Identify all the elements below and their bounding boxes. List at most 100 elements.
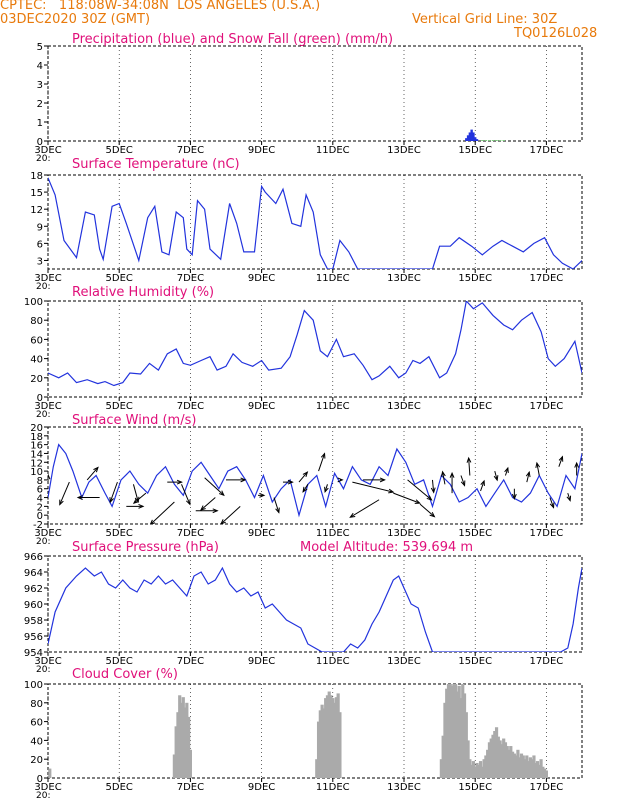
wind-arrow-head <box>220 519 226 524</box>
y-tick-label: 6 <box>37 239 43 250</box>
x-tick-label-cut: 20: <box>36 154 50 164</box>
x-tick-label: 13DEC <box>387 528 421 539</box>
wind-arrow-head <box>287 479 294 485</box>
x-tick-label: 9DEC <box>248 656 275 667</box>
wind-arrow <box>419 503 435 518</box>
x-tick-label: 15DEC <box>458 273 492 284</box>
wind-arrow-head <box>240 477 247 483</box>
x-tick-label: 15DEC <box>458 145 492 156</box>
cloud-bar <box>183 707 187 778</box>
panel-title: Cloud Cover (%) <box>72 667 178 682</box>
model-altitude: Model Altitude: 539.694 m <box>300 540 473 555</box>
x-tick-label: 9DEC <box>248 273 275 284</box>
cloud-bar <box>482 759 486 778</box>
wind-arrow-head <box>414 499 421 504</box>
wind-arrow-head <box>218 490 225 497</box>
x-tick-label: 5DEC <box>106 145 133 156</box>
data-layer <box>48 177 582 269</box>
x-tick-label: 11DEC <box>316 656 350 667</box>
y-tick-label: 0 <box>37 393 43 404</box>
x-tick-label: 17DEC <box>530 273 564 284</box>
cloud-bar <box>452 684 456 778</box>
x-tick-label: 11DEC <box>316 273 350 284</box>
cloud-bar <box>336 693 340 778</box>
cloud-bar <box>502 738 506 778</box>
wind-arrow <box>504 467 509 476</box>
wind-arrow-head <box>185 499 191 506</box>
y-tick-label: 80 <box>30 316 43 327</box>
cloud-bar <box>446 684 451 778</box>
cloud-bar <box>338 712 342 778</box>
cloud-bar <box>457 685 461 778</box>
x-tick-label: 15DEC <box>458 401 492 412</box>
snow-bar <box>484 140 488 141</box>
y-tick-label: 3 <box>37 256 43 267</box>
wind-arrow <box>431 479 435 493</box>
plot-frame <box>47 174 583 270</box>
cloud-bar <box>537 764 541 778</box>
x-tick-label: 5DEC <box>106 401 133 412</box>
wind-arrow-head <box>132 498 139 504</box>
wind-arrow <box>480 480 485 492</box>
cloud-bar <box>439 759 443 778</box>
x-tick-label-cut: 20: <box>36 665 50 675</box>
x-tick-label: 11DEC <box>316 401 350 412</box>
panel-title: Precipitation (blue) and Snow Fall (gree… <box>72 32 393 47</box>
snow-bar <box>481 140 484 141</box>
cloud-bar <box>534 762 538 778</box>
x-tick-label: 7DEC <box>177 273 204 284</box>
y-tick-label: 0 <box>37 774 43 785</box>
cloud-bar <box>332 702 337 778</box>
cloud-bar <box>525 755 529 778</box>
wind-arrow <box>526 471 530 483</box>
data-layer <box>48 566 582 652</box>
wind-arrow-head <box>449 471 455 478</box>
x-tick-label: 15DEC <box>458 782 492 793</box>
wind-arrow-head <box>138 503 145 509</box>
cloud-bar <box>450 685 454 778</box>
x-tick-label: 7DEC <box>177 528 204 539</box>
x-tick-label: 5DEC <box>106 782 133 793</box>
plot-frame <box>47 683 583 779</box>
wind-arrow <box>298 471 308 483</box>
y-tick-label: 10 <box>30 467 43 478</box>
wind-arrow <box>350 499 380 518</box>
cloud-bar <box>475 762 479 778</box>
cloud-bar <box>172 754 176 778</box>
x-tick-label: 5DEC <box>106 273 133 284</box>
cloud-bar <box>518 757 522 778</box>
cloud-bar <box>459 698 463 778</box>
cloud-bar <box>461 684 465 778</box>
wind-arrow-head <box>493 475 499 482</box>
cloud-bar <box>443 702 447 778</box>
wind-arrow-head <box>199 505 206 511</box>
cloud-bar <box>455 691 459 778</box>
y-tick-label: 20 <box>30 423 43 434</box>
y-tick-label: 4 <box>37 61 43 72</box>
cloud-bar <box>470 764 474 778</box>
cloud-bar <box>480 766 484 778</box>
cloud-bar <box>448 684 452 778</box>
x-tick-label: 3DEC <box>34 401 61 412</box>
panel-title: Surface Pressure (hPa) <box>72 540 219 555</box>
location-header: CPTEC: 118:08W-34:08N LOS ANGELES (U.S.A… <box>0 0 321 13</box>
wind-arrow <box>494 470 498 481</box>
cloud-bar <box>543 768 547 778</box>
y-tick-label: 6 <box>37 485 43 496</box>
grid-note: Vertical Grid Line: 30Z <box>412 12 558 27</box>
x-tick-label-cut: 20: <box>36 537 50 547</box>
wind-arrow-head <box>480 479 485 486</box>
x-tick-label: 17DEC <box>530 782 564 793</box>
cloud-bar <box>473 766 477 778</box>
cloud-bar <box>188 749 192 778</box>
series-line <box>48 566 582 652</box>
y-tick-label: 964 <box>24 568 43 579</box>
cloud-bar <box>530 759 534 778</box>
cloud-bar <box>503 742 508 778</box>
cloud-bar <box>320 704 324 778</box>
wind-arrow <box>109 481 118 503</box>
cloud-bar <box>315 759 319 778</box>
y-tick-label: 18 <box>30 432 43 443</box>
y-tick-label: 100 <box>24 680 43 691</box>
wind-arrow <box>220 505 241 524</box>
